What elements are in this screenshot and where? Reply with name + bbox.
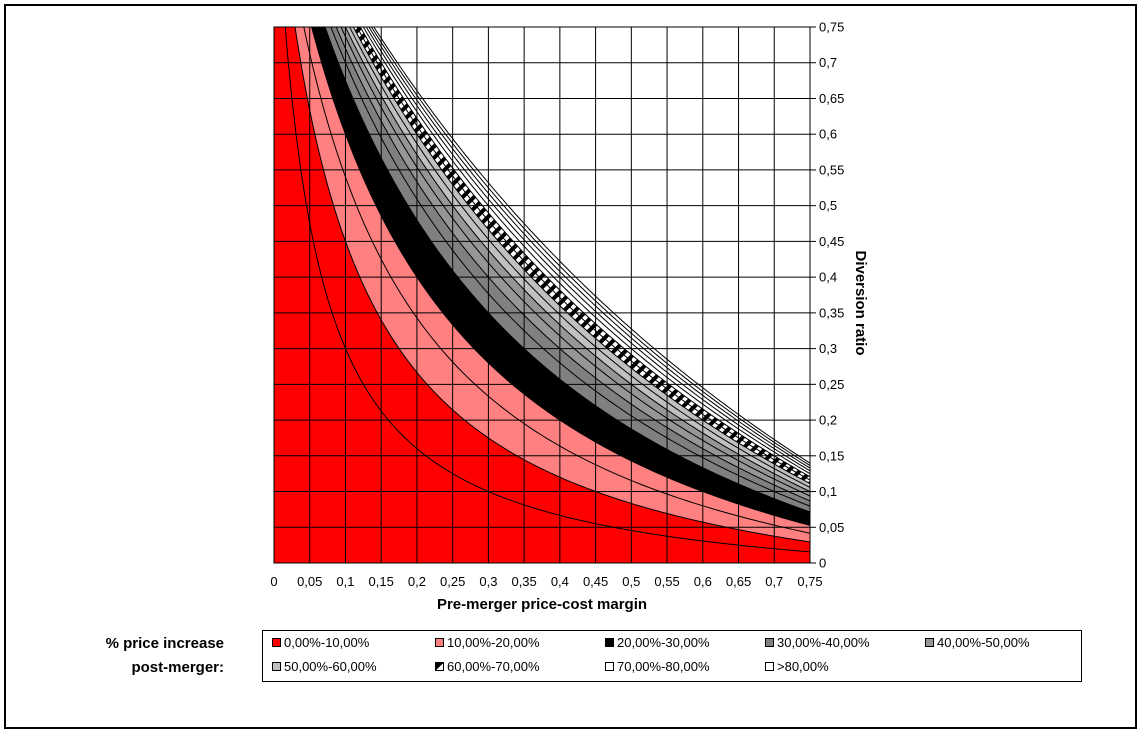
legend-item: 20,00%-30,00% <box>605 635 710 650</box>
legend-swatch <box>272 662 281 671</box>
legend-label: 40,00%-50,00% <box>937 635 1030 650</box>
legend-item: 0,00%-10,00% <box>272 635 369 650</box>
contour-line <box>335 27 810 502</box>
legend-label: >80,00% <box>777 659 829 674</box>
y-tick-label: 0,75 <box>819 20 844 35</box>
contour-line <box>324 27 810 513</box>
legend-item: 40,00%-50,00% <box>925 635 1030 650</box>
contour-line <box>303 27 810 534</box>
contour-line <box>365 27 810 472</box>
x-axis: 0 0,05 0,1 0,15 0,2 0,25 0,3 0,35 0,4 0,45 0,5 0,55… <box>270 574 822 589</box>
x-tick-label: 0,5 <box>622 574 640 589</box>
chart-frame: 0 0,05 0,1 0,15 0,2 0,25 0,3 0,35 0,4 0,45 0,5 0,55… <box>4 4 1137 729</box>
x-axis-title: Pre-merger price-cost margin <box>437 596 647 613</box>
x-tick-label: 0,4 <box>551 574 569 589</box>
x-tick-label: 0,3 <box>479 574 497 589</box>
contour-line <box>340 27 810 497</box>
y-tick-label: 0,5 <box>819 198 837 213</box>
y-tick-label: 0,2 <box>819 413 837 428</box>
legend-label: 10,00%-20,00% <box>447 635 540 650</box>
legend-swatch <box>925 638 934 647</box>
x-tick-label: 0,05 <box>297 574 322 589</box>
x-tick-label: 0,2 <box>408 574 426 589</box>
x-tick-label: 0,55 <box>654 574 679 589</box>
x-tick-label: 0 <box>270 574 277 589</box>
y-tick-label: 0,3 <box>819 341 837 356</box>
x-tick-label: 0,1 <box>336 574 354 589</box>
legend-label: 60,00%-70,00% <box>447 659 540 674</box>
contour-line <box>368 27 810 469</box>
legend-item: 10,00%-20,00% <box>435 635 540 650</box>
contour-line <box>362 27 810 475</box>
legend-label: 70,00%-80,00% <box>617 659 710 674</box>
legend-label: 30,00%-40,00% <box>777 635 870 650</box>
contour-line <box>370 27 810 466</box>
legend-item: 30,00%-40,00% <box>765 635 870 650</box>
legend-swatch <box>765 662 774 671</box>
legend-swatch <box>605 662 614 671</box>
legend-item: 60,00%-70,00% <box>435 659 540 674</box>
y-tick-label: 0,6 <box>819 127 837 142</box>
legend-item: 70,00%-80,00% <box>605 659 710 674</box>
x-tick-label: 0,45 <box>583 574 608 589</box>
contour-chart: 0 0,05 0,1 0,15 0,2 0,25 0,3 0,35 0,4 0,45 0,5 0,55… <box>270 20 869 614</box>
legend-label: 20,00%-30,00% <box>617 635 710 650</box>
legend: 0,00%-10,00% 10,00%-20,00% 20,00%-30,00% 30… <box>262 630 1082 682</box>
legend-swatch <box>435 638 444 647</box>
band-area <box>274 27 810 563</box>
x-tick-label: 0,75 <box>797 574 822 589</box>
y-tick-label: 0 <box>819 556 826 571</box>
contour-line <box>330 27 810 507</box>
legend-caption-line2: post-merger: <box>131 659 224 676</box>
y-tick-label: 0,4 <box>819 270 837 285</box>
y-tick-label: 0,35 <box>819 305 844 320</box>
y-axis-title: Diversion ratio <box>852 250 869 355</box>
x-tick-label: 0,35 <box>511 574 536 589</box>
legend-item: >80,00% <box>765 659 829 674</box>
y-tick-label: 0,45 <box>819 234 844 249</box>
y-tick-label: 0,1 <box>819 484 837 499</box>
contour-line <box>356 27 810 481</box>
x-tick-label: 0,25 <box>440 574 465 589</box>
y-tick-label: 0,15 <box>819 448 844 463</box>
contour-line <box>311 27 810 526</box>
legend-swatch <box>435 662 444 671</box>
gridlines <box>274 27 810 563</box>
legend-swatch <box>272 638 281 647</box>
legend-caption: % price increase post-merger: <box>54 632 224 680</box>
contour-line <box>294 27 810 543</box>
legend-swatch <box>605 638 614 647</box>
x-tick-label: 0,7 <box>765 574 783 589</box>
contour-line <box>349 27 810 488</box>
y-tick-label: 0,25 <box>819 377 844 392</box>
y-tick-label: 0,65 <box>819 91 844 106</box>
legend-label: 0,00%-10,00% <box>284 635 370 650</box>
y-tick-label: 0,05 <box>819 520 844 535</box>
plot-border <box>273 26 811 564</box>
contour-line <box>352 27 810 485</box>
x-tick-label: 0,15 <box>369 574 394 589</box>
y-axis: 0 0,05 0,1 0,15 0,2 0,25 0,3 0,35 0,4 0,45 0,5 0,55… <box>810 20 844 571</box>
contour-bands <box>274 27 810 563</box>
legend-swatch <box>765 638 774 647</box>
y-tick-label: 0,55 <box>819 162 844 177</box>
x-tick-label: 0,6 <box>694 574 712 589</box>
legend-item: 50,00%-60,00% <box>272 659 377 674</box>
y-tick-label: 0,7 <box>819 55 837 70</box>
legend-caption-line1: % price increase <box>105 635 224 652</box>
contour-line <box>373 27 810 464</box>
legend-label: 50,00%-60,00% <box>284 659 377 674</box>
contour-line <box>359 27 810 478</box>
x-tick-label: 0,65 <box>726 574 751 589</box>
